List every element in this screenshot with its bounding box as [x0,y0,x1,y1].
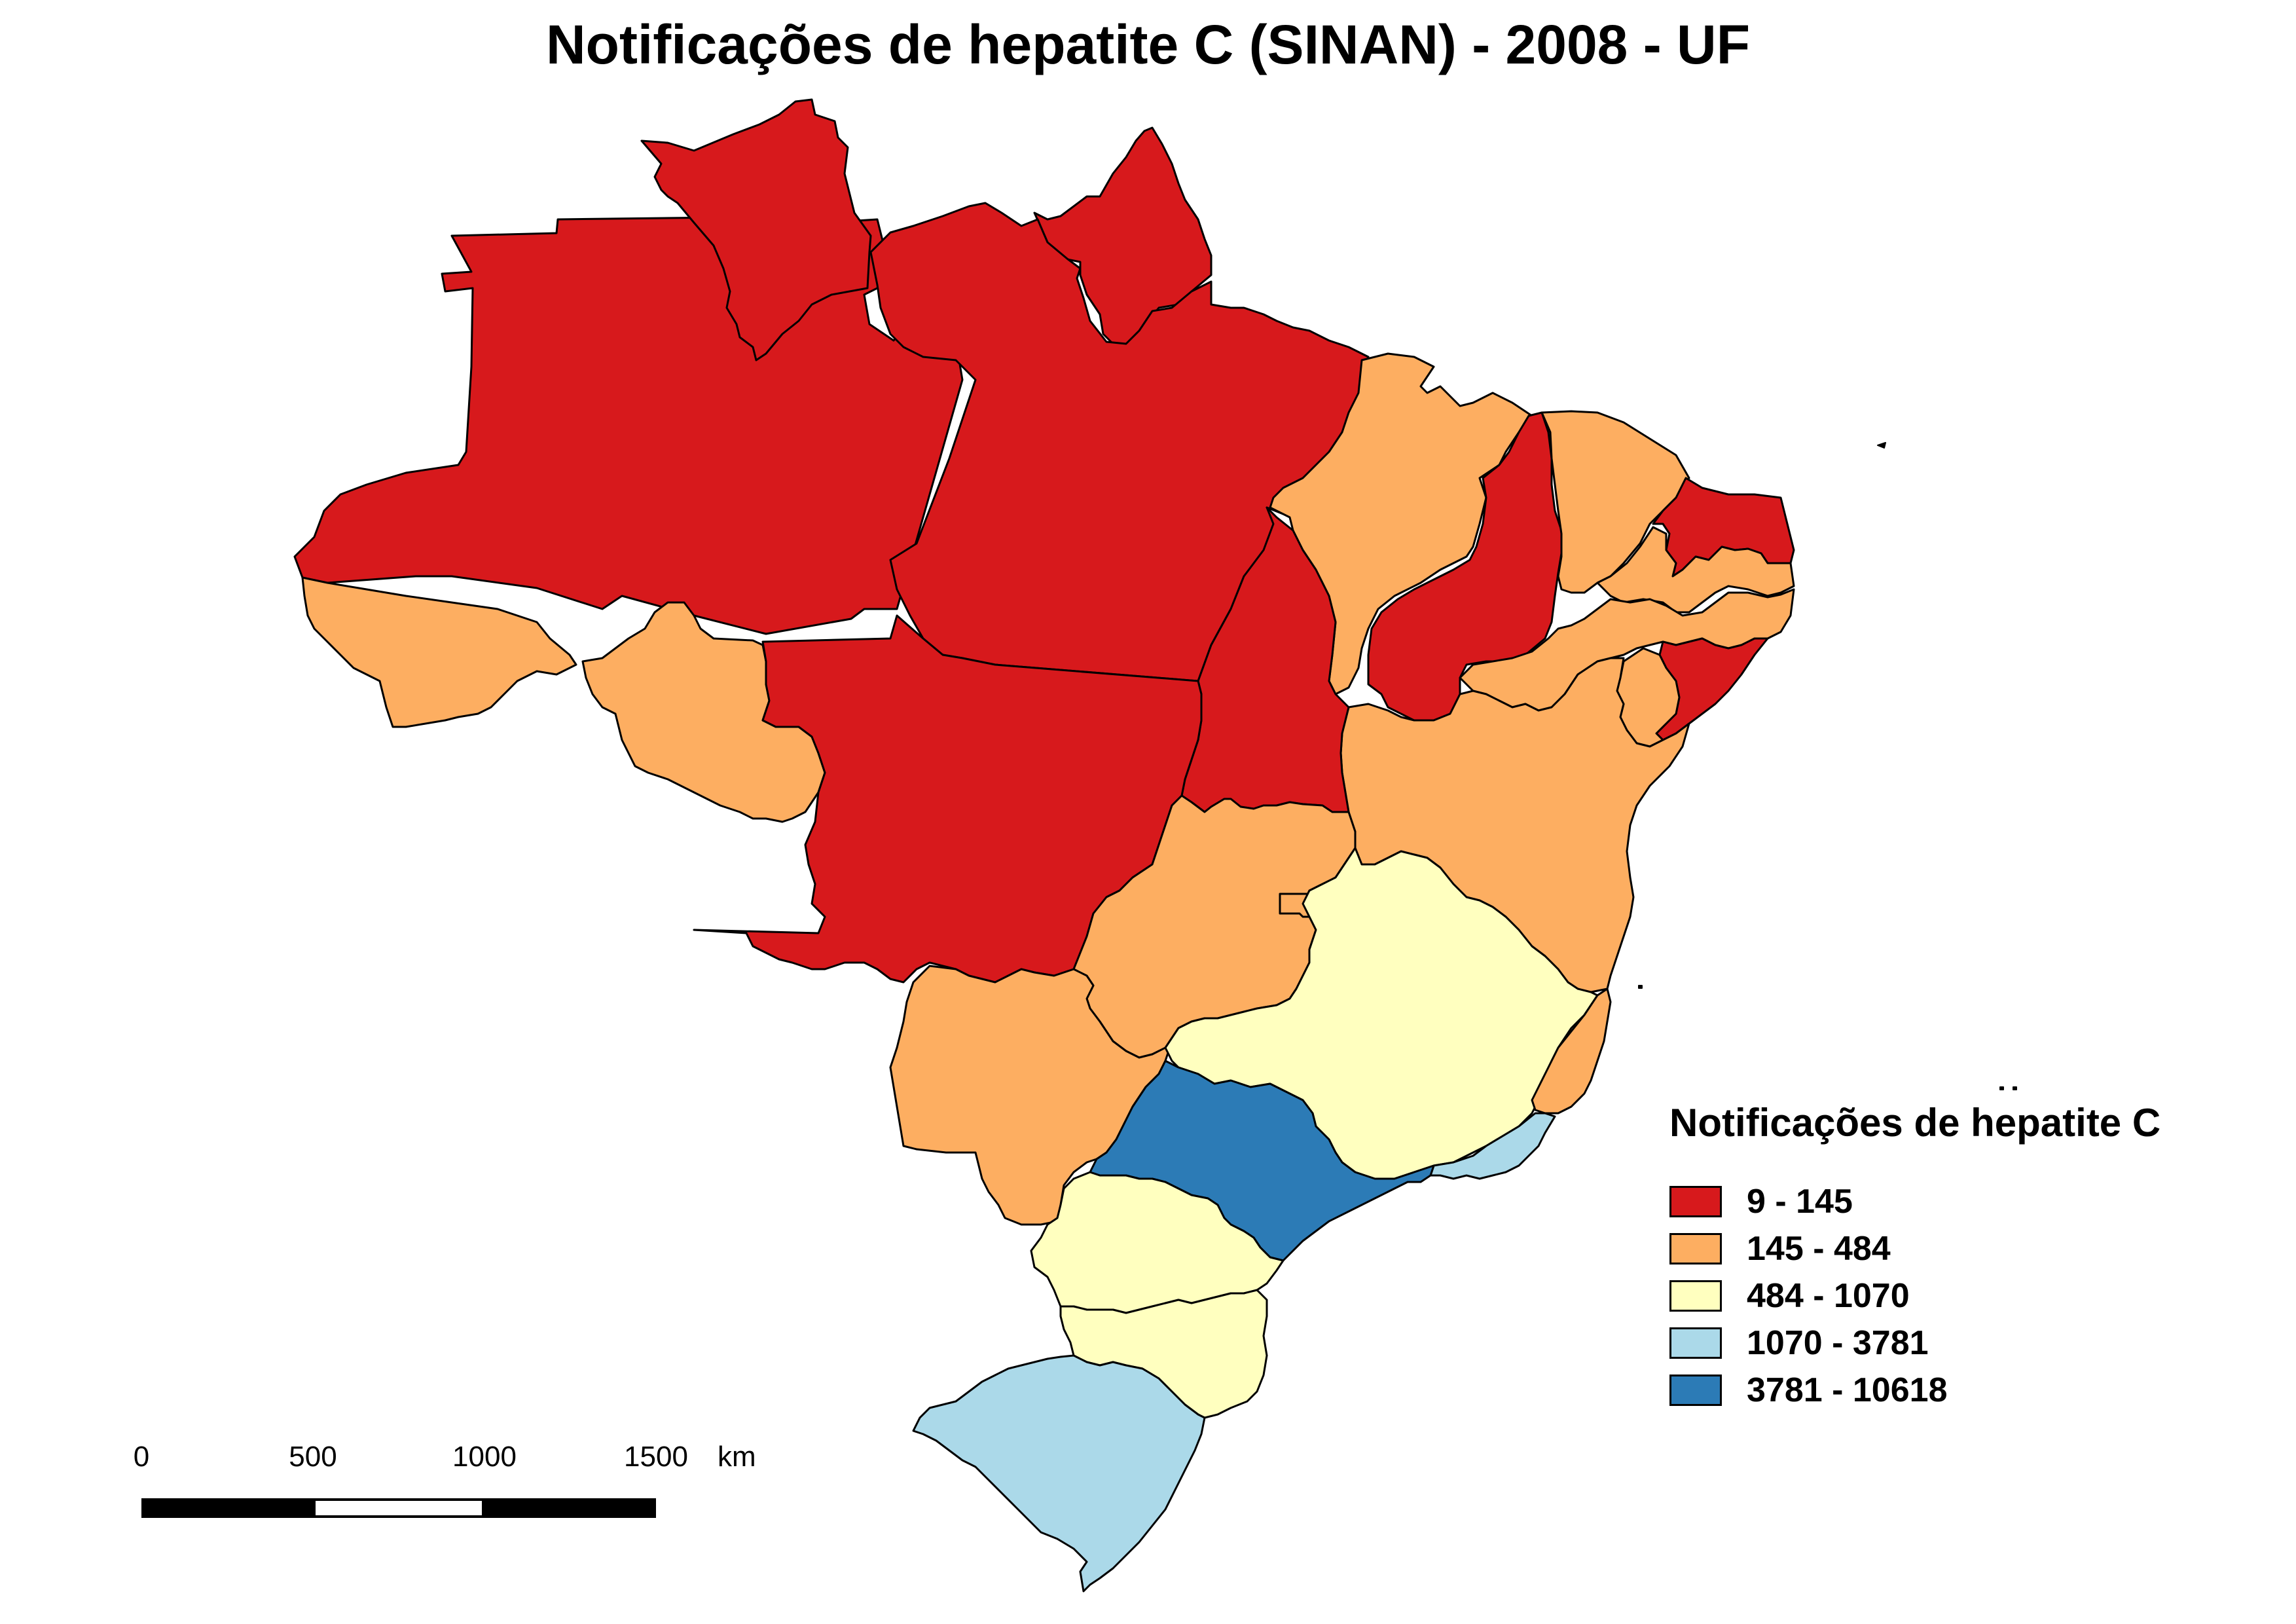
state-ES [1531,987,1612,1115]
legend-item: 145 - 484 [1669,1225,2160,1272]
state-AP [1033,126,1212,345]
legend-title: Notificações de hepatite C [1669,1101,2161,1145]
state-RJ [1429,1112,1556,1180]
map-legend: Notificações de hepatite C 9 - 145 145 -… [1669,1100,2160,1414]
scale-tick-label: 0 [133,1441,150,1473]
scale-tick-label: 500 [289,1441,337,1473]
island-marker [1638,985,1643,989]
legend-swatch [1669,1280,1722,1312]
state-RS [912,1354,1206,1593]
scale-tick-label: 1500 [624,1441,688,1473]
scale-segment [484,1498,656,1518]
island-marker [1999,1086,2004,1090]
legend-swatch [1669,1327,1722,1359]
legend-swatch [1669,1233,1722,1264]
state-AC [301,576,577,728]
legend-swatch [1669,1375,1722,1406]
legend-label: 3781 - 10618 [1747,1371,1948,1409]
scale-bar: 0 500 1000 1500 km [134,1441,756,1532]
legend-item: 3781 - 10618 [1669,1367,2160,1414]
state-AM [293,216,977,635]
legend-label: 1070 - 3781 [1747,1324,1929,1362]
state-MT [693,614,1203,984]
legend-label: 484 - 1070 [1747,1277,1910,1315]
scale-unit-label: km [718,1441,756,1473]
scale-tick-label: 1000 [452,1441,517,1473]
legend-item: 9 - 145 [1669,1178,2160,1225]
state-RR [640,98,872,361]
scale-segment [141,1498,313,1518]
scale-segment [313,1498,484,1518]
legend-label: 145 - 484 [1747,1230,1891,1268]
island-marker [2013,1086,2017,1090]
state-MA [1269,352,1533,695]
legend-item: 1070 - 3781 [1669,1320,2160,1367]
legend-item: 484 - 1070 [1669,1272,2160,1320]
legend-swatch [1669,1186,1722,1217]
map-title: Notificações de hepatite C (SINAN) - 200… [545,14,1751,75]
legend-label: 9 - 145 [1747,1183,1853,1221]
island-marker [1877,442,1886,449]
